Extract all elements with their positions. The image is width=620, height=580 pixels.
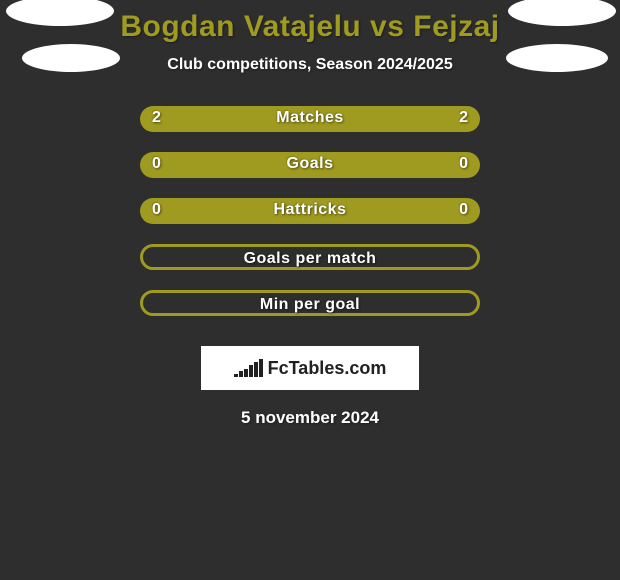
stat-bar: 0 Goals 0: [140, 152, 480, 178]
stat-rows: 2 Matches 2 0 Goals 0 0 Hattricks 0 Goal…: [0, 106, 620, 336]
logo-text: FcTables.com: [268, 358, 387, 379]
page-subtitle: Club competitions, Season 2024/2025: [0, 56, 620, 74]
stat-row: 2 Matches 2: [0, 106, 620, 152]
stat-bar: Goals per match: [140, 244, 480, 270]
stat-value-right: 0: [459, 155, 468, 173]
stat-bar: Min per goal: [140, 290, 480, 316]
stat-label: Matches: [140, 109, 480, 127]
footer-date: 5 november 2024: [0, 408, 620, 428]
stat-value-right: 2: [459, 109, 468, 127]
stat-row: Min per goal: [0, 290, 620, 336]
stat-label: Goals per match: [143, 250, 477, 268]
stat-bar: 2 Matches 2: [140, 106, 480, 132]
stat-row: Goals per match: [0, 244, 620, 290]
comparison-infographic: Bogdan Vatajelu vs Fejzaj Club competiti…: [0, 0, 620, 580]
stat-label: Goals: [140, 155, 480, 173]
page-title: Bogdan Vatajelu vs Fejzaj: [0, 0, 620, 44]
stat-label: Min per goal: [143, 296, 477, 314]
stat-row: 0 Goals 0: [0, 152, 620, 198]
logo-box: FcTables.com: [201, 346, 419, 390]
stat-label: Hattricks: [140, 201, 480, 219]
bar-chart-icon: [234, 359, 264, 377]
stat-value-right: 0: [459, 201, 468, 219]
stat-bar: 0 Hattricks 0: [140, 198, 480, 224]
stat-row: 0 Hattricks 0: [0, 198, 620, 244]
